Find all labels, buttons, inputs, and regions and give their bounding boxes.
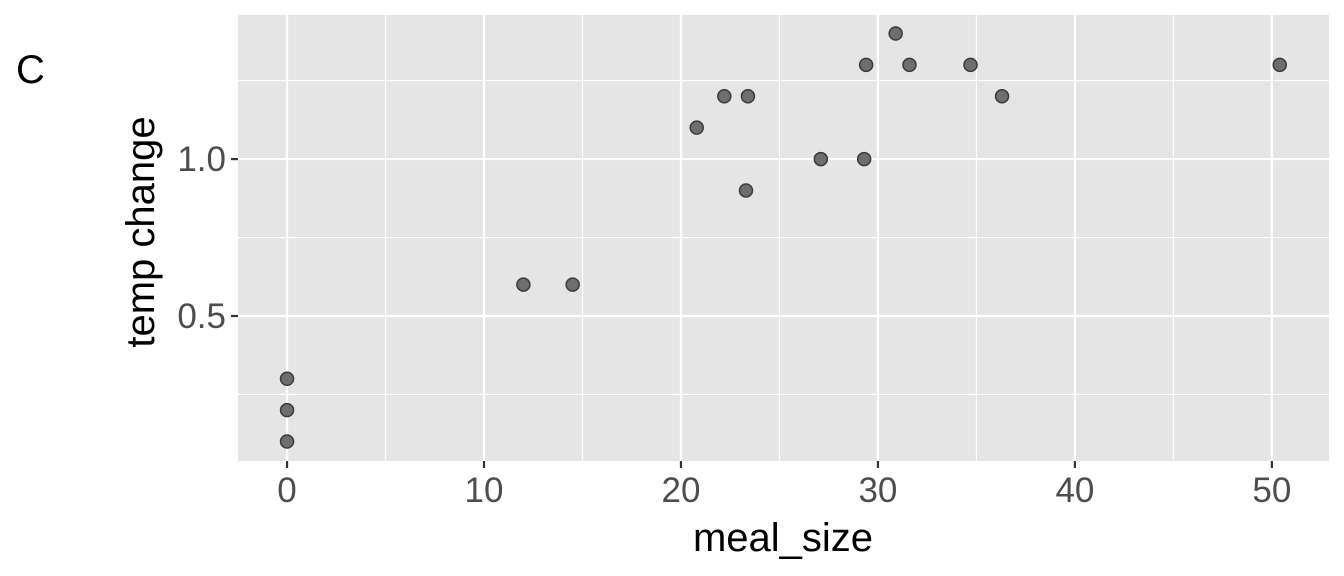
x-tick-label: 40: [1055, 471, 1094, 510]
data-point: [858, 57, 874, 73]
x-tick-label: 50: [1252, 471, 1291, 510]
x-tick-label: 20: [662, 471, 701, 510]
data-point: [516, 277, 531, 292]
data-point: [856, 151, 872, 167]
x-tick-label: 30: [858, 471, 897, 510]
panel-label: C: [16, 48, 45, 92]
data-point: [1272, 57, 1288, 73]
y-axis-title: temp change: [119, 116, 163, 347]
y-tick-label: 0.5: [177, 297, 226, 336]
major-gridlines: [238, 15, 1329, 461]
data-point: [963, 57, 978, 73]
data-point: [717, 89, 732, 104]
data-point: [689, 120, 704, 135]
data-point: [740, 89, 756, 104]
y-tick-label: 1.0: [177, 140, 226, 179]
minor-gridlines: [238, 15, 1329, 461]
x-tick-label: 10: [465, 471, 504, 510]
y-axis: 0.5 1.0: [177, 140, 238, 336]
x-axis: 0 10 20 30 40 50: [277, 461, 1291, 510]
data-point: [902, 57, 917, 73]
data-point: [994, 89, 1010, 104]
data-points: [279, 26, 1288, 449]
data-point: [813, 151, 829, 167]
data-point: [888, 26, 903, 41]
data-point: [279, 371, 295, 387]
data-point: [279, 434, 295, 449]
data-point: [565, 277, 580, 292]
x-tick-label: 0: [277, 471, 296, 510]
data-point: [738, 183, 754, 198]
x-axis-title: meal_size: [693, 516, 873, 560]
data-point: [279, 402, 295, 418]
